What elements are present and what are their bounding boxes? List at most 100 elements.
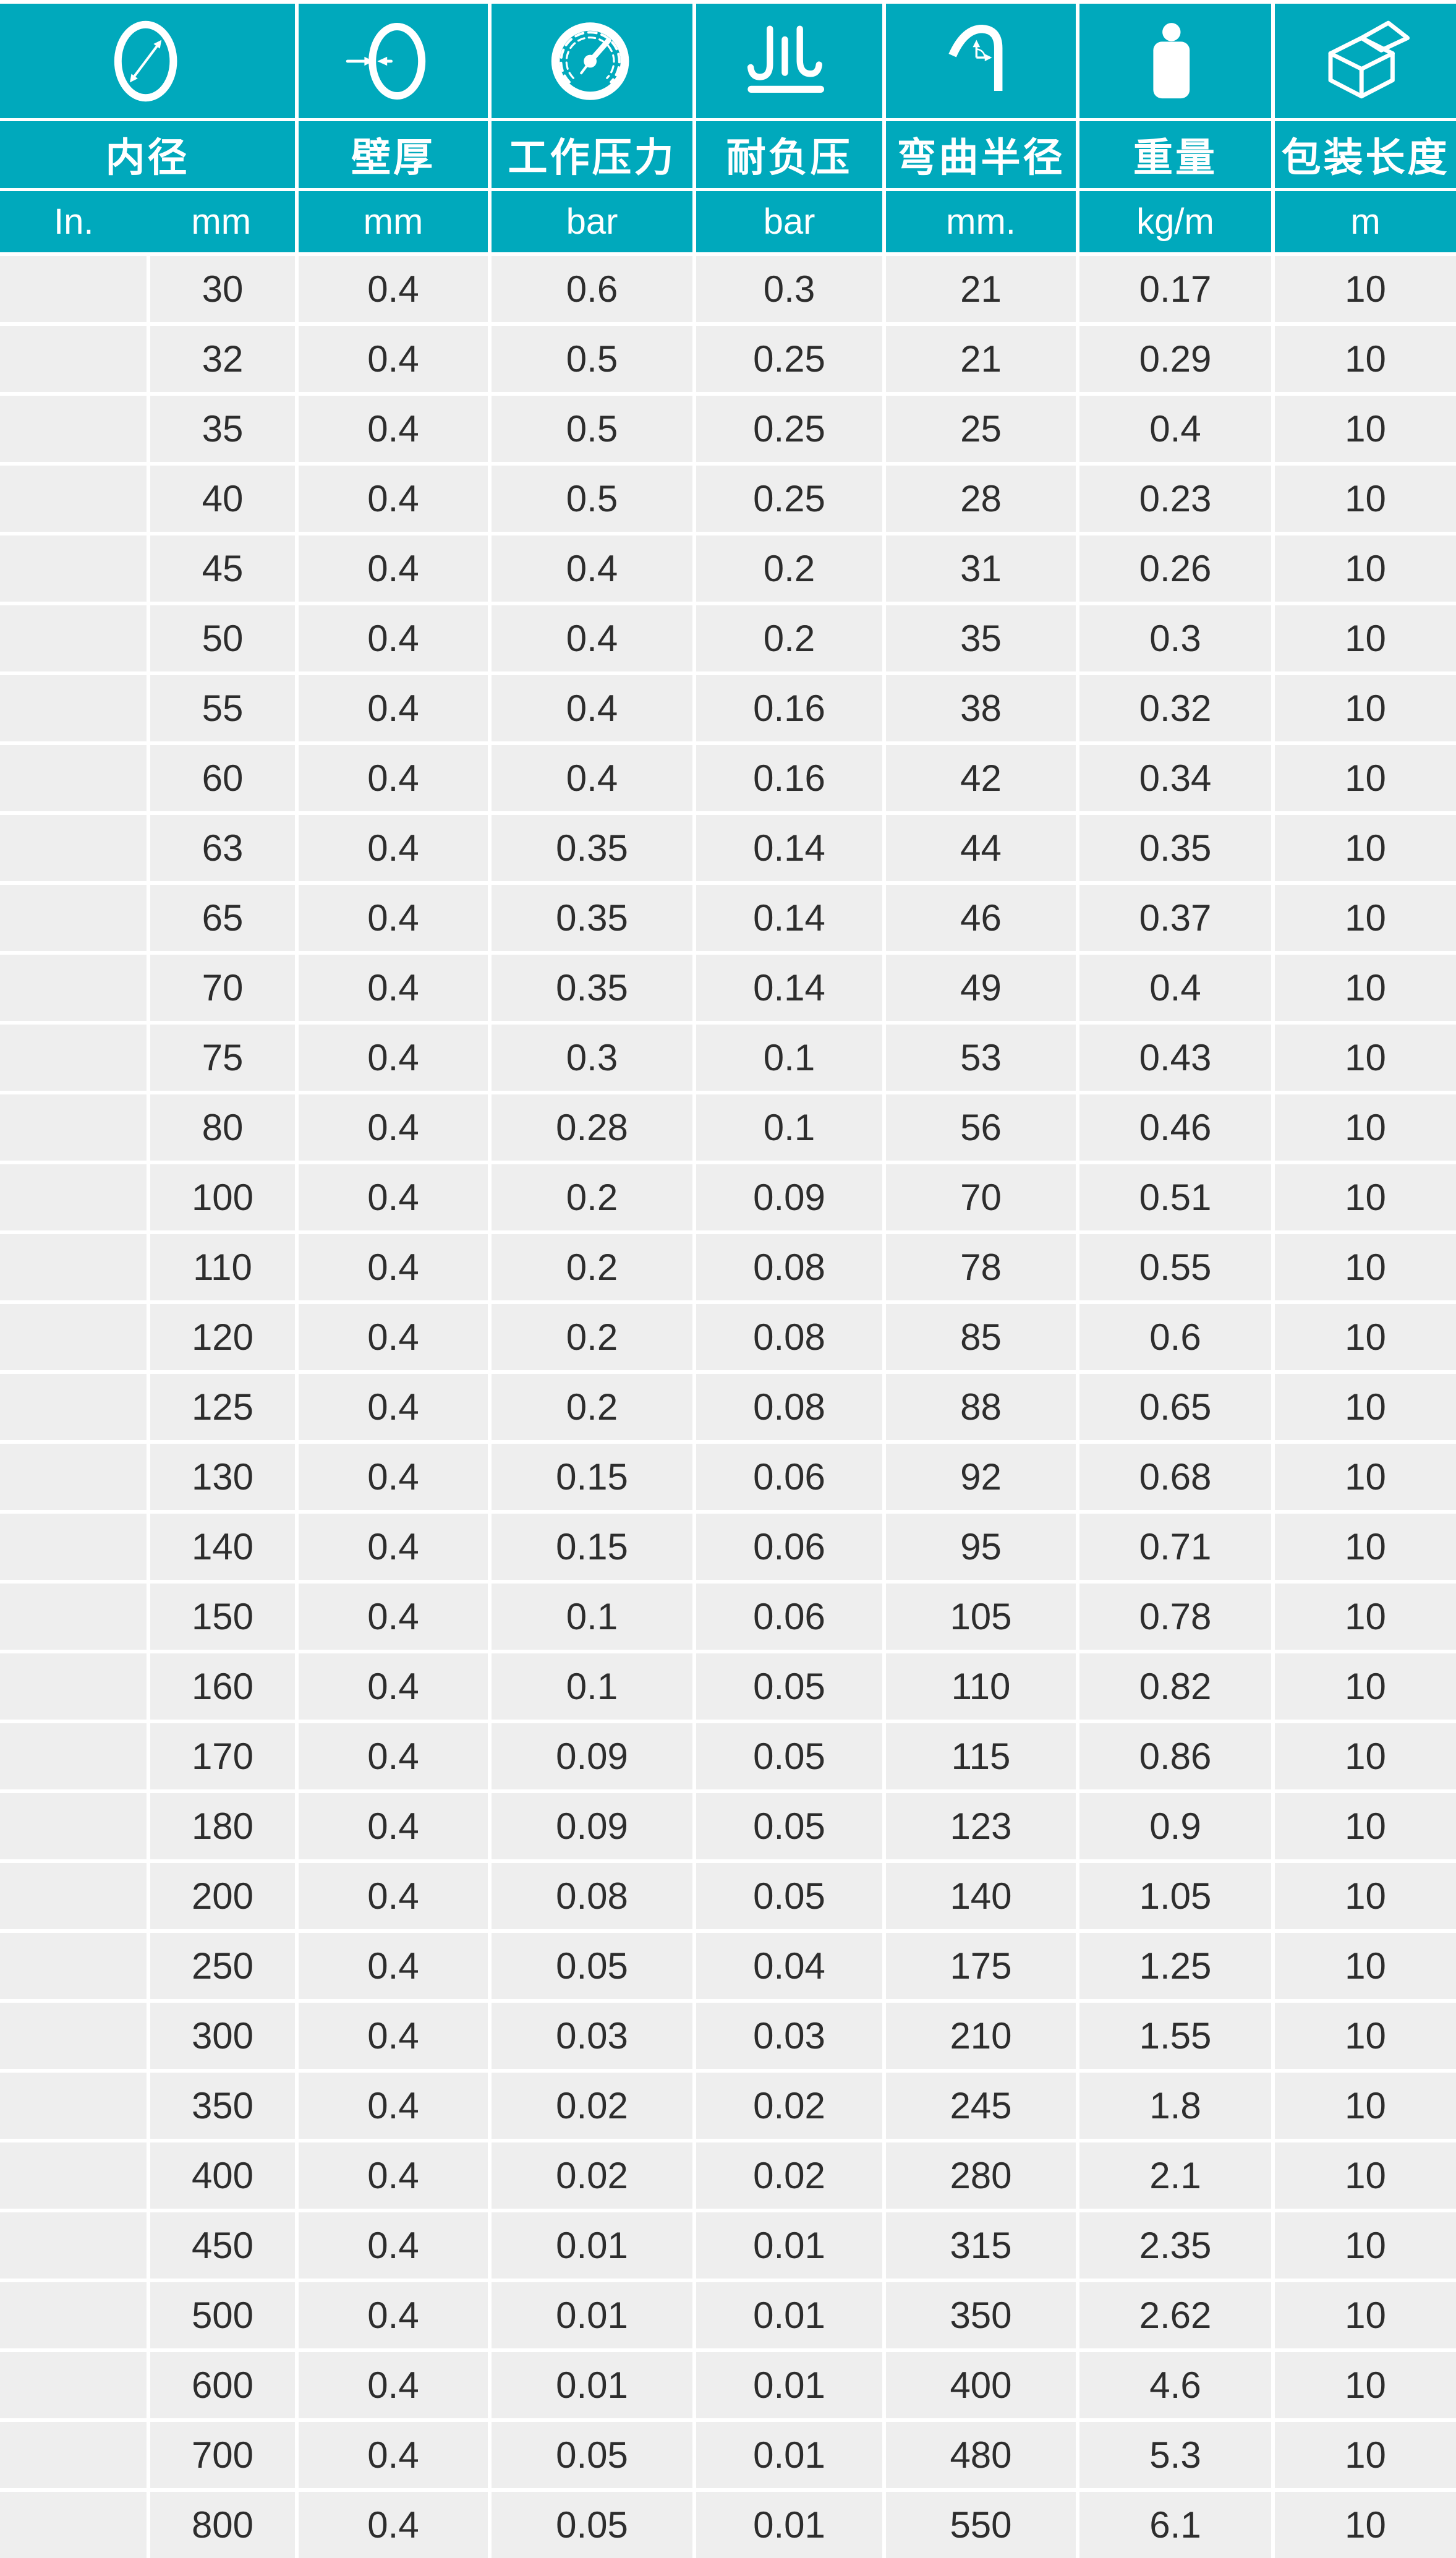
cell-working-pressure: 0.15: [492, 1514, 692, 1580]
inner-diameter-header-cell: [0, 4, 295, 118]
unit-working-pressure: bar: [492, 191, 692, 252]
cell-wall-thickness: 0.4: [299, 396, 488, 462]
cell-inner-diameter-mm: 170: [150, 1723, 295, 1789]
cell-inner-diameter-mm: 180: [150, 1793, 295, 1859]
cell-working-pressure: 0.4: [492, 675, 692, 741]
cell-inner-diameter-mm: 450: [150, 2212, 295, 2279]
cell-packing-length: 10: [1275, 2073, 1456, 2139]
cell-wall-thickness: 0.4: [299, 466, 488, 532]
cell-bend-radius: 42: [886, 745, 1076, 811]
cell-weight: 0.78: [1079, 1584, 1271, 1650]
column-label-packing-length: 包装长度: [1275, 121, 1456, 188]
cell-inch: [0, 2212, 147, 2279]
cell-inch: [0, 1444, 147, 1510]
cell-inch: [0, 955, 147, 1021]
cell-vacuum: 0.06: [696, 1584, 882, 1650]
cell-weight: 0.37: [1079, 885, 1271, 951]
cell-working-pressure: 0.02: [492, 2073, 692, 2139]
label-header-row: 内径 壁厚 工作压力 耐负压 弯曲半径 重量 包装长度: [0, 121, 1456, 188]
cell-vacuum: 0.04: [696, 1933, 882, 1999]
cell-vacuum: 0.03: [696, 2003, 882, 2069]
cell-inner-diameter-mm: 75: [150, 1025, 295, 1091]
cell-bend-radius: 49: [886, 955, 1076, 1021]
vacuum-header-cell: [696, 4, 882, 118]
table-row: 450 0.4 0.01 0.01 315 2.35 10: [0, 2212, 1456, 2279]
cell-inner-diameter-mm: 200: [150, 1863, 295, 1929]
table-row: 100 0.4 0.2 0.09 70 0.51 10: [0, 1164, 1456, 1230]
cell-packing-length: 10: [1275, 1653, 1456, 1720]
cell-working-pressure: 0.2: [492, 1304, 692, 1370]
cell-wall-thickness: 0.4: [299, 2282, 488, 2348]
cell-working-pressure: 0.4: [492, 745, 692, 811]
cell-wall-thickness: 0.4: [299, 326, 488, 392]
cell-vacuum: 0.2: [696, 605, 882, 671]
cell-packing-length: 10: [1275, 1094, 1456, 1161]
cell-inch: [0, 1863, 147, 1929]
cell-inch: [0, 745, 147, 811]
cell-vacuum: 0.25: [696, 326, 882, 392]
cell-wall-thickness: 0.4: [299, 1374, 488, 1440]
cell-inner-diameter-mm: 160: [150, 1653, 295, 1720]
cell-vacuum: 0.01: [696, 2352, 882, 2418]
unit-wall-thickness: mm: [299, 191, 488, 252]
cell-inner-diameter-mm: 35: [150, 396, 295, 462]
cell-bend-radius: 95: [886, 1514, 1076, 1580]
cell-weight: 0.43: [1079, 1025, 1271, 1091]
cell-packing-length: 10: [1275, 885, 1456, 951]
cell-wall-thickness: 0.4: [299, 675, 488, 741]
cell-inner-diameter-mm: 120: [150, 1304, 295, 1370]
cell-vacuum: 0.25: [696, 466, 882, 532]
cell-working-pressure: 0.4: [492, 535, 692, 602]
cell-vacuum: 0.05: [696, 1793, 882, 1859]
cell-packing-length: 10: [1275, 2142, 1456, 2209]
cell-vacuum: 0.05: [696, 1723, 882, 1789]
table-row: 700 0.4 0.05 0.01 480 5.3 10: [0, 2422, 1456, 2488]
cell-packing-length: 10: [1275, 2003, 1456, 2069]
unit-vacuum: bar: [696, 191, 882, 252]
cell-wall-thickness: 0.4: [299, 1164, 488, 1230]
cell-weight: 2.62: [1079, 2282, 1271, 2348]
table-row: 150 0.4 0.1 0.06 105 0.78 10: [0, 1584, 1456, 1650]
cell-inch: [0, 1793, 147, 1859]
cell-inch: [0, 396, 147, 462]
cell-inch: [0, 1234, 147, 1300]
cell-weight: 0.86: [1079, 1723, 1271, 1789]
table-row: 600 0.4 0.01 0.01 400 4.6 10: [0, 2352, 1456, 2418]
cell-working-pressure: 0.2: [492, 1374, 692, 1440]
table-row: 130 0.4 0.15 0.06 92 0.68 10: [0, 1444, 1456, 1510]
table-row: 800 0.4 0.05 0.01 550 6.1 10: [0, 2492, 1456, 2558]
column-label-bend-radius: 弯曲半径: [886, 121, 1076, 188]
cell-packing-length: 10: [1275, 256, 1456, 322]
cell-weight: 0.34: [1079, 745, 1271, 811]
cell-weight: 1.05: [1079, 1863, 1271, 1929]
table-row: 60 0.4 0.4 0.16 42 0.34 10: [0, 745, 1456, 811]
table-row: 45 0.4 0.4 0.2 31 0.26 10: [0, 535, 1456, 602]
cell-weight: 0.65: [1079, 1374, 1271, 1440]
table-row: 180 0.4 0.09 0.05 123 0.9 10: [0, 1793, 1456, 1859]
cell-inner-diameter-mm: 250: [150, 1933, 295, 1999]
cell-wall-thickness: 0.4: [299, 256, 488, 322]
cell-weight: 4.6: [1079, 2352, 1271, 2418]
cell-bend-radius: 175: [886, 1933, 1076, 1999]
cell-working-pressure: 0.5: [492, 466, 692, 532]
cell-wall-thickness: 0.4: [299, 745, 488, 811]
cell-working-pressure: 0.1: [492, 1653, 692, 1720]
cell-weight: 0.6: [1079, 1304, 1271, 1370]
column-label-wall-thickness: 壁厚: [299, 121, 488, 188]
cell-packing-length: 10: [1275, 1374, 1456, 1440]
cell-wall-thickness: 0.4: [299, 1793, 488, 1859]
cell-vacuum: 0.01: [696, 2492, 882, 2558]
cell-vacuum: 0.1: [696, 1094, 882, 1161]
cell-inch: [0, 605, 147, 671]
cell-packing-length: 10: [1275, 955, 1456, 1021]
cell-bend-radius: 245: [886, 2073, 1076, 2139]
cell-inch: [0, 2422, 147, 2488]
cell-working-pressure: 0.15: [492, 1444, 692, 1510]
cell-vacuum: 0.05: [696, 1653, 882, 1720]
cell-packing-length: 10: [1275, 466, 1456, 532]
cell-wall-thickness: 0.4: [299, 1514, 488, 1580]
cell-weight: 0.17: [1079, 256, 1271, 322]
cell-vacuum: 0.08: [696, 1374, 882, 1440]
table-row: 32 0.4 0.5 0.25 21 0.29 10: [0, 326, 1456, 392]
